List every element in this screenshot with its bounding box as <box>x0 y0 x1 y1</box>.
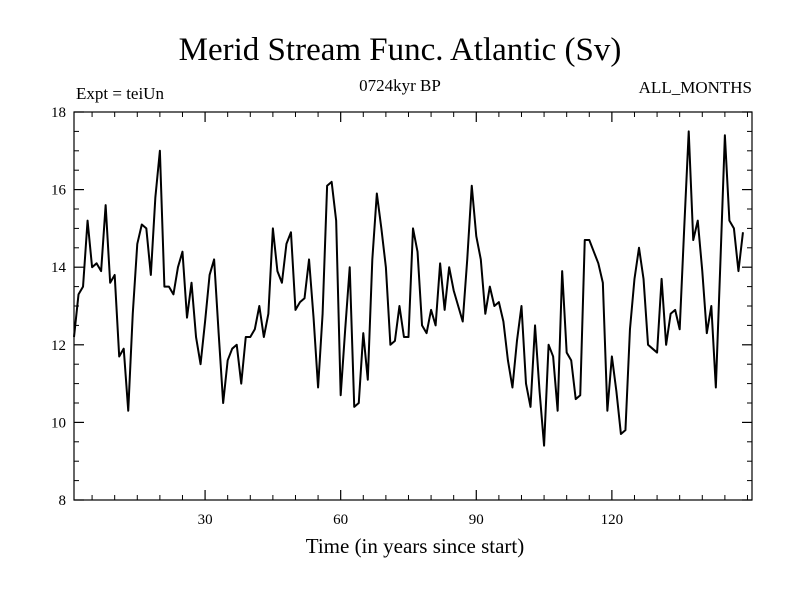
minor-ticks <box>74 112 752 500</box>
major-ticks <box>74 111 752 501</box>
y-tick-label: 18 <box>51 105 66 121</box>
months-label: ALL_MONTHS <box>638 78 752 97</box>
x-tick-label: 30 <box>198 512 213 528</box>
chart-subtitle: 0724kyr BP <box>359 76 441 95</box>
series-layer <box>73 130 744 447</box>
plot-frame <box>73 111 753 501</box>
plot-border <box>73 111 753 501</box>
y-tick-label: 8 <box>59 493 67 509</box>
experiment-label: Expt = teiUn <box>76 84 164 103</box>
x-tick-label: 90 <box>469 512 484 528</box>
series-line <box>73 130 744 447</box>
y-tick-label: 16 <box>51 183 67 199</box>
tick-labels: 30 60 90 120 8 10 12 14 16 18 <box>51 105 623 528</box>
y-tick-label: 14 <box>51 260 67 276</box>
x-axis-label: Time (in years since start) <box>305 534 525 558</box>
x-tick-label: 60 <box>333 512 348 528</box>
y-tick-label: 10 <box>51 415 66 431</box>
chart-title: Merid Stream Func. Atlantic (Sv) <box>178 32 622 68</box>
x-tick-label: 120 <box>601 512 624 528</box>
y-tick-label: 12 <box>51 338 66 354</box>
